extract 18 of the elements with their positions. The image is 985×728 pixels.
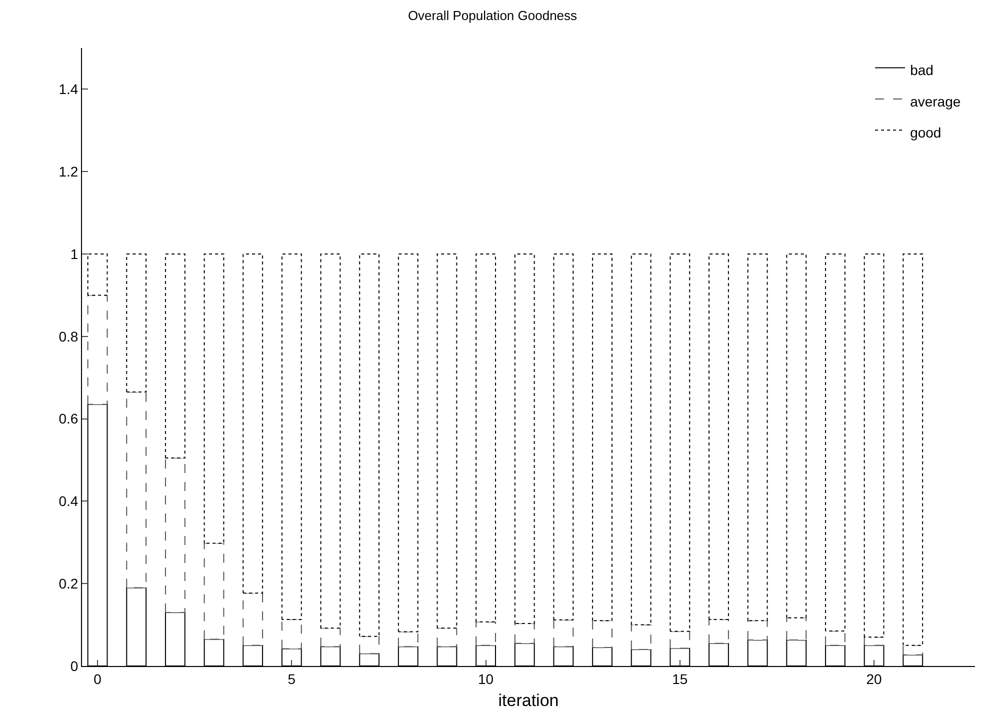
x-tick-label: 15	[672, 670, 688, 687]
x-tick-label: 10	[478, 670, 494, 687]
x-tick-label: 0	[94, 670, 102, 687]
x-tick-label: 5	[288, 670, 296, 687]
y-tick-label: 0.2	[58, 576, 78, 592]
legend-label: good	[910, 124, 942, 141]
legend-label: average	[910, 93, 961, 110]
x-tick-label: 20	[866, 670, 882, 687]
y-tick-label: 1	[70, 246, 78, 262]
y-tick-label: 1.4	[58, 81, 78, 98]
y-tick-label: 0.4	[58, 493, 78, 510]
y-tick-label: 0.8	[58, 328, 78, 344]
y-tick-label: 0	[70, 658, 78, 674]
chart-title: Overall Population Goodness	[408, 8, 578, 24]
legend-label: bad	[910, 62, 934, 78]
y-tick-label: 0.6	[58, 410, 78, 427]
y-tick-label: 1.2	[58, 164, 78, 180]
x-axis-title: iteration	[498, 691, 559, 710]
